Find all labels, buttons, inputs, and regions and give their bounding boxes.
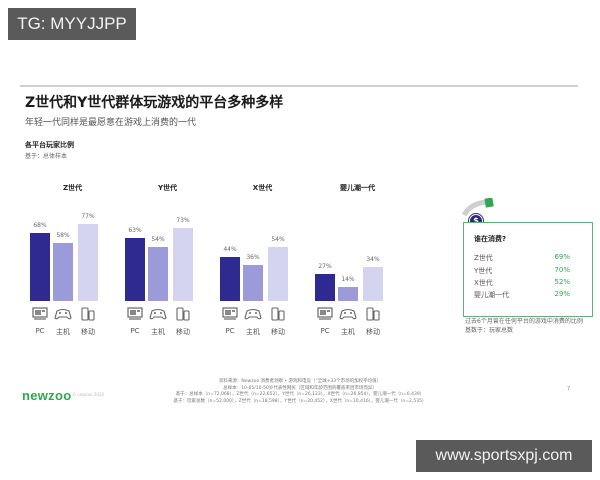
bar	[148, 247, 168, 301]
gamepad-icon	[243, 307, 263, 321]
mobile-devices-icon	[173, 307, 193, 321]
watermark-bottom-right: www.sportsxpj.com	[416, 440, 592, 472]
bar	[53, 243, 73, 301]
bar-group: Z世代 68% PC 58% 主机 77% 移动	[30, 183, 115, 343]
bar	[125, 238, 145, 301]
source-line: 资料来源：Newzoo 消费者洞察 • 游戏和电竞（"全球+33个市场的加权平均…	[218, 379, 382, 384]
bar	[30, 233, 50, 301]
spending-row: 婴儿潮一代 29%	[474, 290, 582, 300]
bar	[363, 267, 383, 301]
spending-label: X世代	[474, 279, 493, 287]
bar-value-label: 27%	[318, 263, 332, 270]
category-label: PC	[225, 327, 235, 335]
category-label: 主机	[56, 328, 70, 336]
category-label: PC	[320, 327, 330, 335]
bar-value-label: 58%	[56, 232, 70, 239]
category-label: PC	[35, 327, 45, 335]
bar	[243, 265, 263, 301]
bar	[220, 257, 240, 301]
newzoo-logo: newzoo	[22, 388, 72, 403]
spending-label: Z世代	[474, 254, 493, 262]
spending-value: 29%	[554, 290, 570, 298]
spending-row: X世代 52%	[474, 278, 582, 288]
spending-row: Z世代 69%	[474, 253, 582, 263]
chart-title: 各平台玩家比例	[25, 141, 74, 149]
bar-group: 婴儿潮一代 27% PC 14% 主机 34% 移动	[315, 183, 400, 343]
page-number: 7	[567, 386, 571, 392]
pc-icon	[315, 307, 335, 321]
brand-tag: © newzoo 2020	[72, 392, 104, 397]
gamepad-icon	[148, 307, 168, 321]
category-label: PC	[130, 327, 140, 335]
bar-group: Y世代 63% PC 54% 主机 73% 移动	[125, 183, 210, 343]
category-label: 移动	[271, 328, 285, 336]
category-label: 主机	[151, 328, 165, 336]
bar-value-label: 54%	[271, 236, 285, 243]
watermark-top-left: TG: MYYJJPP	[8, 8, 136, 40]
spending-label: 婴儿潮一代	[474, 291, 509, 299]
bar-value-label: 36%	[246, 254, 260, 261]
bar	[338, 287, 358, 301]
spending-value: 69%	[554, 253, 570, 261]
gamepad-icon	[338, 307, 358, 321]
bar-value-label: 73%	[176, 217, 190, 224]
mobile-devices-icon	[268, 307, 288, 321]
bar	[78, 224, 98, 301]
spending-panel: 谁在消费? Z世代 69% Y世代 70% X世代 52% 婴儿潮一代 29%	[463, 222, 593, 317]
spending-value: 52%	[554, 278, 570, 286]
pc-icon	[30, 307, 50, 321]
bar	[315, 274, 335, 301]
bar-value-label: 34%	[366, 256, 380, 263]
pc-icon	[125, 307, 145, 321]
bar	[268, 247, 288, 301]
source-line: 总样本：10-65/10-50岁代表性网民（区域和年龄范围的覆盖率因市场而异）	[223, 385, 377, 391]
bar-value-label: 77%	[81, 213, 95, 220]
mobile-devices-icon	[363, 307, 383, 321]
category-label: 移动	[81, 328, 95, 336]
bar	[173, 228, 193, 301]
spending-base: 基数于：玩家总数	[465, 327, 514, 334]
source-line: 基于：玩家总数（n=52,000），Z世代（n=18,598），Y世代（n=20…	[173, 398, 427, 404]
chart-base: 基于：总体样本	[25, 153, 68, 160]
pc-icon	[220, 307, 240, 321]
group-label: X世代	[252, 184, 273, 192]
header-divider	[20, 85, 578, 87]
bar-group: X世代 44% PC 36% 主机 54% 移动	[220, 183, 305, 343]
bar-value-label: 68%	[33, 222, 47, 229]
group-label: Z世代	[62, 184, 83, 192]
category-label: 主机	[246, 328, 260, 336]
slide-subtitle: 年轻一代同样是最愿意在游戏上消费的一代	[25, 118, 197, 128]
slide-title: Z世代和Y世代群体玩游戏的平台多种多样	[25, 95, 284, 111]
bar-value-label: 54%	[151, 236, 165, 243]
mobile-devices-icon	[78, 307, 98, 321]
bar-value-label: 14%	[341, 276, 355, 283]
bar-value-label: 44%	[223, 246, 237, 253]
category-label: 移动	[176, 328, 190, 336]
group-label: 婴儿潮一代	[340, 184, 375, 192]
source-notes: 资料来源：Newzoo 消费者洞察 • 游戏和电竞（"全球+33个市场的加权平均…	[150, 379, 450, 405]
spending-note-text: 过去6个月曾在任何平台的游戏中消费的比例	[465, 318, 583, 325]
group-label: Y世代	[157, 184, 178, 192]
category-label: 移动	[366, 328, 380, 336]
spending-row: Y世代 70%	[474, 266, 582, 276]
gamepad-icon	[53, 307, 73, 321]
spending-title: 谁在消费?	[474, 235, 507, 243]
spending-value: 70%	[554, 266, 570, 274]
spending-label: Y世代	[474, 267, 493, 275]
wallet-strap-icon	[462, 198, 494, 217]
spending-note: 过去6个月曾在任何平台的游戏中消费的比例 基数于：玩家总数	[465, 317, 590, 335]
bar-value-label: 63%	[128, 227, 142, 234]
category-label: 主机	[341, 328, 355, 336]
source-line: 基于：总样本（n=72,068），Z世代（n=22,652），Y世代（n=26,…	[175, 392, 425, 397]
